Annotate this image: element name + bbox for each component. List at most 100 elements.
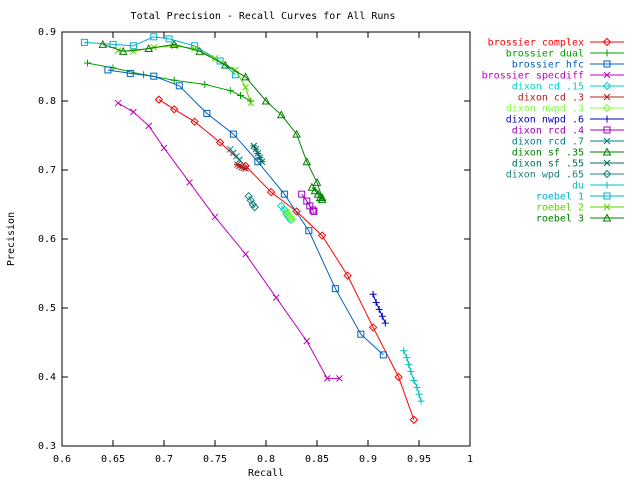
legend-entry: brossier dual bbox=[506, 49, 624, 60]
x-tick-label: 1 bbox=[467, 454, 473, 465]
data-point-diamond bbox=[368, 323, 378, 332]
data-point-triangle bbox=[602, 147, 612, 156]
x-tick-label: 0.7 bbox=[155, 454, 173, 465]
series-6 bbox=[282, 206, 297, 224]
legend-label: brossier hfc bbox=[512, 60, 584, 71]
data-point-square bbox=[603, 60, 611, 68]
x-tick-label: 0.6 bbox=[53, 454, 71, 465]
data-point-plus bbox=[415, 390, 423, 398]
data-point-diamond bbox=[246, 196, 255, 205]
data-point-cross bbox=[114, 99, 122, 107]
series-line bbox=[285, 210, 293, 220]
series-layer bbox=[80, 33, 425, 424]
data-point-square bbox=[280, 190, 288, 198]
legend-entry: dixon nwpd .3 bbox=[506, 104, 624, 115]
data-point-asterisk bbox=[256, 154, 264, 161]
data-point-cross bbox=[186, 179, 193, 186]
data-point-diamond bbox=[602, 81, 612, 91]
chart-title: Total Precision - Recall Curves for All … bbox=[131, 11, 396, 22]
data-point-diamond bbox=[286, 212, 295, 222]
series-2 bbox=[104, 66, 387, 359]
data-point-diamond bbox=[169, 105, 179, 114]
x-tick-label: 0.8 bbox=[257, 454, 275, 465]
data-point-square bbox=[165, 35, 173, 43]
data-point-cross bbox=[603, 137, 611, 145]
data-point-plus bbox=[407, 367, 415, 375]
legend-entry: dixon sf .55 bbox=[512, 159, 624, 170]
data-point-cross bbox=[242, 83, 249, 91]
legend-label: dixon cd .3 bbox=[518, 93, 584, 104]
series-7 bbox=[369, 290, 389, 327]
data-point-diamond bbox=[250, 203, 259, 212]
data-point-diamond bbox=[244, 192, 253, 201]
series-line bbox=[117, 102, 340, 379]
data-point-plus bbox=[381, 319, 389, 327]
data-point-cross bbox=[145, 122, 153, 130]
data-point-triangle bbox=[302, 157, 312, 166]
series-13 bbox=[400, 347, 425, 405]
data-point-plus bbox=[603, 49, 611, 57]
data-point-square bbox=[126, 69, 134, 77]
data-point-diamond bbox=[317, 231, 327, 240]
y-axis: 0.3 0.4 0.5 0.6 0.7 0.8 0.9 bbox=[38, 27, 470, 452]
data-point-cross bbox=[603, 71, 611, 79]
data-point-triangle bbox=[195, 46, 205, 55]
legend-entry: roebel 1 bbox=[536, 192, 624, 203]
data-point-diamond bbox=[190, 117, 199, 126]
series-line bbox=[158, 99, 415, 420]
data-point-triangle bbox=[169, 39, 179, 48]
data-point-triangle bbox=[98, 39, 108, 48]
y-tick-label: 0.5 bbox=[38, 303, 56, 314]
data-point-diamond bbox=[602, 103, 612, 113]
series-8 bbox=[298, 190, 318, 215]
legend-entry: brossier specdiff bbox=[482, 71, 624, 82]
data-point-square bbox=[150, 33, 158, 41]
data-point-square bbox=[603, 192, 611, 200]
x-tick-label: 0.9 bbox=[359, 454, 377, 465]
x-tick-label: 0.65 bbox=[101, 454, 125, 465]
data-point-plus bbox=[237, 91, 244, 99]
data-point-plus bbox=[375, 305, 383, 313]
data-point-asterisk bbox=[603, 159, 611, 167]
data-point-plus bbox=[170, 76, 178, 84]
data-point-asterisk bbox=[258, 158, 266, 166]
data-point-triangle bbox=[261, 96, 271, 105]
series-0 bbox=[154, 95, 419, 424]
y-tick-label: 0.4 bbox=[38, 372, 56, 383]
data-point-diamond bbox=[280, 205, 289, 215]
data-point-plus bbox=[201, 80, 209, 88]
x-tick-label: 0.95 bbox=[407, 454, 431, 465]
data-point-square bbox=[331, 285, 339, 293]
data-point-cross bbox=[211, 213, 219, 221]
data-point-square bbox=[379, 351, 387, 359]
data-point-triangle bbox=[312, 177, 322, 186]
legend-label: brossier specdiff bbox=[482, 71, 584, 82]
data-point-diamond bbox=[266, 187, 276, 197]
data-point-cross bbox=[303, 337, 311, 345]
legend-label: brossier complex bbox=[488, 38, 584, 49]
y-tick-label: 0.6 bbox=[38, 234, 56, 245]
data-point-diamond bbox=[343, 271, 352, 280]
data-point-triangle bbox=[276, 110, 286, 119]
data-point-square bbox=[603, 126, 611, 134]
data-point-cross bbox=[247, 99, 255, 107]
x-axis: 0.6 0.65 0.7 0.75 0.8 0.85 0.9 0.95 1 bbox=[53, 32, 473, 465]
data-point-plus bbox=[410, 376, 418, 384]
legend-label: dixon rcd .4 bbox=[512, 126, 584, 137]
data-point-cross bbox=[336, 375, 343, 382]
legend-entry: du bbox=[572, 181, 624, 192]
y-axis-label: Precision bbox=[6, 212, 17, 266]
legend-entry: dixon rcd .7 bbox=[512, 137, 624, 148]
data-point-plus bbox=[226, 87, 234, 95]
data-point-asterisk bbox=[242, 165, 250, 172]
data-point-cross bbox=[272, 294, 280, 302]
series-1 bbox=[84, 59, 255, 105]
data-point-triangle bbox=[118, 46, 128, 55]
data-point-asterisk bbox=[603, 93, 611, 101]
series-5 bbox=[233, 161, 250, 172]
data-point-plus bbox=[372, 298, 380, 306]
data-point-diamond bbox=[154, 95, 164, 104]
legend-label: dixon sf .35 bbox=[512, 148, 584, 159]
data-point-triangle bbox=[241, 72, 250, 81]
data-point-diamond bbox=[282, 206, 291, 215]
